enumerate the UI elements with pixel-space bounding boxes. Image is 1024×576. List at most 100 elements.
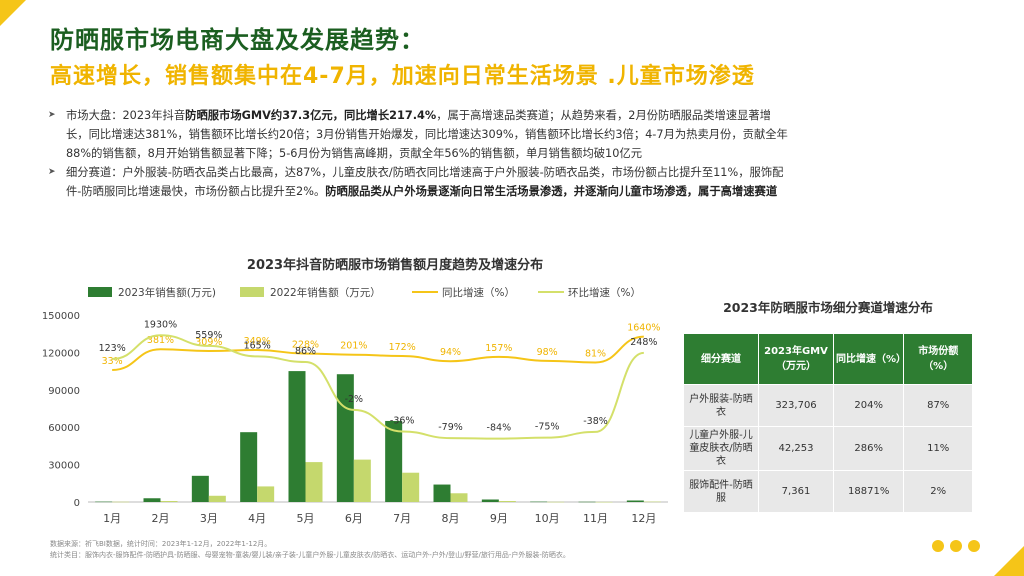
- table-header-cell: 细分赛道: [683, 333, 759, 385]
- data-label: 165%: [244, 340, 271, 351]
- data-label: -38%: [583, 416, 608, 427]
- arrow-bullet-icon: ➤: [48, 167, 56, 177]
- data-label: 94%: [440, 347, 461, 358]
- bullet-text: 户外服装-防晒衣品类占比最高，达87%，儿童皮肤衣/防晒衣同比增速高于户外服装-…: [66, 166, 784, 198]
- bar: [288, 371, 306, 502]
- x-tick-label: 2月: [152, 512, 170, 525]
- bullet-text: ，属于高增速品类赛道；从趋势来看，2月份防晒服品类增速显著增长，同比增速达381…: [66, 109, 788, 160]
- table-cell: 11%: [903, 426, 973, 471]
- x-tick-label: 10月: [535, 512, 560, 525]
- bullet-bold-text: 防晒服市场GMV约37.3亿元，同比增长217.4%: [185, 109, 437, 122]
- table-row: 儿童户外服-儿童皮肤衣/防晒衣 42,253 286% 11%: [683, 426, 973, 471]
- bar: [143, 498, 161, 502]
- decor-dot-icon: [932, 540, 944, 552]
- x-tick-label: 8月: [442, 512, 460, 525]
- x-tick-label: 12月: [631, 512, 656, 525]
- page-subtitle: 高速增长，销售额集中在4-7月，加速向日常生活场景 .儿童市场渗透: [50, 64, 755, 89]
- data-label: 172%: [389, 342, 416, 353]
- data-label: 81%: [585, 348, 606, 359]
- arrow-bullet-icon: ➤: [48, 110, 56, 120]
- legend-label: 同比增速（%）: [442, 286, 515, 299]
- bar: [626, 500, 644, 502]
- bar: [530, 501, 548, 503]
- x-tick-label: 5月: [297, 512, 315, 525]
- bar: [643, 501, 661, 503]
- bullet-label: 细分赛道：: [66, 166, 123, 179]
- x-tick-label: 9月: [490, 512, 508, 525]
- table-header-cell: 2023年GMV（万元）: [758, 333, 834, 385]
- table-header-cell: 市场份额（%）: [903, 333, 973, 385]
- decor-dot-icon: [968, 540, 980, 552]
- bar: [240, 432, 258, 502]
- chart-title: 2023年抖音防晒服市场销售额月度趋势及增速分布: [246, 258, 544, 273]
- table-row: 户外服装-防晒衣 323,706 204% 87%: [683, 384, 973, 427]
- data-source-note: 数据来源：祈飞BI数据，统计时间：2023年1-12月，2022年1-12月。: [50, 540, 272, 548]
- bar: [353, 459, 371, 502]
- bullet-bold-text: 防晒服品类从户外场景逐渐向日常生活场景渗透，并逐渐向儿童市场渗透，属于高增速赛道: [325, 185, 778, 198]
- bar: [191, 475, 209, 502]
- legend-swatch: [88, 287, 112, 297]
- bullet-label: 市场大盘：: [66, 109, 123, 122]
- table-row: 服饰配件-防晒服 7,361 18871% 2%: [683, 470, 973, 513]
- data-label: 1930%: [144, 319, 177, 330]
- page-title: 防晒服市场电商大盘及发展趋势：: [50, 26, 425, 54]
- bar: [498, 501, 516, 502]
- y-tick-label: 150000: [42, 311, 80, 322]
- x-tick-label: 11月: [583, 512, 608, 525]
- legend-swatch: [240, 287, 264, 297]
- bar: [450, 493, 468, 502]
- x-tick-label: 3月: [200, 512, 218, 525]
- data-label: -75%: [535, 422, 560, 433]
- corner-accent-top-left: [0, 0, 26, 26]
- bar: [547, 501, 565, 503]
- y-tick-label: 60000: [48, 423, 80, 434]
- data-label: 228%: [292, 340, 319, 351]
- data-label: -2%: [345, 394, 364, 405]
- data-label: -36%: [390, 415, 415, 426]
- summary-bullets: ➤ 市场大盘：2023年抖音防晒服市场GMV约37.3亿元，同比增长217.4%，…: [48, 106, 788, 201]
- x-tick-label: 7月: [393, 512, 411, 525]
- y-tick-label: 90000: [48, 386, 80, 397]
- corner-accent-bottom-right: [994, 546, 1024, 576]
- legend-label: 2023年销售额(万元): [118, 286, 216, 299]
- data-label: 33%: [102, 356, 123, 367]
- table-title: 2023年防晒服市场细分赛道增速分布: [723, 300, 933, 315]
- table-cell: 323,706: [758, 384, 834, 427]
- table-header-row: 细分赛道 2023年GMV（万元） 同比增速（%） 市场份额（%）: [683, 333, 973, 385]
- y-tick-label: 0: [74, 498, 80, 509]
- bar: [578, 501, 596, 503]
- monthly-sales-chart: 2023年销售额(万元) 2022年销售额（万元） 同比增速（%） 环比增速（%） 15…: [42, 286, 668, 525]
- data-label: 559%: [195, 330, 222, 341]
- table-cell: 87%: [903, 384, 973, 427]
- bullet-segment: ➤ 细分赛道：户外服装-防晒衣品类占比最高，达87%，儿童皮肤衣/防晒衣同比增速高…: [48, 163, 788, 201]
- bar: [257, 486, 275, 502]
- x-tick-label: 4月: [248, 512, 266, 525]
- bar: [95, 501, 113, 503]
- table-cell: 18871%: [832, 470, 905, 513]
- bar: [336, 374, 354, 502]
- decor-dot-icon: [950, 540, 962, 552]
- line-series: [112, 334, 645, 440]
- table-cell: 儿童户外服-儿童皮肤衣/防晒衣: [683, 426, 759, 471]
- bullet-text: 2023年抖音: [122, 109, 186, 122]
- bar: [112, 501, 130, 503]
- x-tick-label: 1月: [103, 512, 121, 525]
- bar: [433, 484, 451, 502]
- table-cell: 286%: [832, 426, 905, 471]
- table-header-cell: 同比增速（%）: [832, 333, 906, 385]
- table-cell: 2%: [903, 470, 973, 513]
- data-label: -84%: [487, 423, 512, 434]
- line-series: [112, 335, 644, 372]
- table-cell: 204%: [832, 384, 905, 427]
- bullet-market-overview: ➤ 市场大盘：2023年抖音防晒服市场GMV约37.3亿元，同比增长217.4%，…: [48, 106, 788, 163]
- data-label: 98%: [537, 347, 558, 358]
- data-label: 201%: [340, 341, 367, 352]
- footer-notes: 数据来源：祈飞BI数据，统计时间：2023年1-12月，2022年1-12月。 …: [50, 539, 570, 561]
- data-label: 157%: [485, 343, 512, 354]
- table-cell: 7,361: [758, 470, 834, 513]
- bar: [160, 501, 178, 502]
- data-label: 1640%: [627, 323, 660, 334]
- bar: [481, 499, 499, 502]
- data-label: 123%: [99, 343, 126, 354]
- table-cell: 服饰配件-防晒服: [683, 470, 759, 513]
